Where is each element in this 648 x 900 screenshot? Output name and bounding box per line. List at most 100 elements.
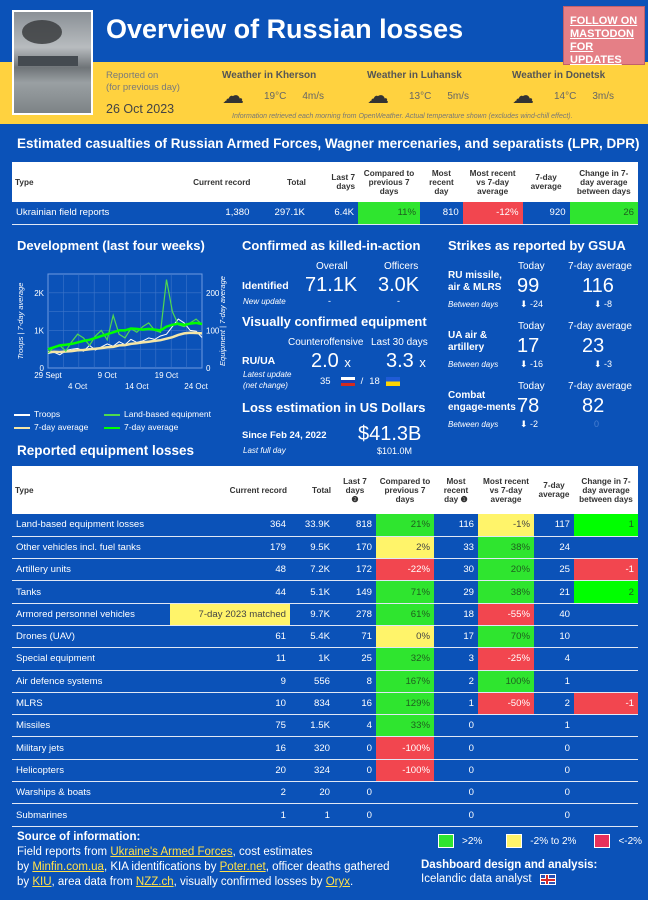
col-7avg: 7-day average bbox=[530, 173, 562, 191]
cell: -100% bbox=[376, 736, 434, 760]
weather-wind: 4m/s bbox=[302, 90, 325, 102]
cell: 2 bbox=[534, 692, 574, 716]
cell: 33.9K bbox=[290, 514, 334, 537]
iceland-flag-icon bbox=[539, 873, 556, 885]
cell: -1 bbox=[574, 558, 638, 582]
cell bbox=[478, 736, 534, 760]
oryx-link[interactable]: Oryx bbox=[325, 876, 350, 888]
usd-title: Loss estimation in US Dollars bbox=[242, 400, 426, 415]
col-compared: Compared to previous 7 days bbox=[379, 476, 431, 504]
cell: 297.1K bbox=[253, 202, 309, 225]
cell: 20 bbox=[290, 781, 334, 805]
cloud-icon: ☁ bbox=[222, 83, 244, 108]
col-total: Total bbox=[312, 485, 331, 495]
usd-day: $101.0M bbox=[377, 446, 413, 456]
strike-today-hdr: Today bbox=[518, 321, 545, 332]
ratio1-value: 2.0 bbox=[311, 350, 339, 372]
cell: 33% bbox=[376, 714, 434, 738]
strikes-title: Strikes as reported by GSUA bbox=[448, 238, 626, 253]
chart-legend: Troops Land-based equipment 7-day averag… bbox=[14, 408, 234, 434]
table-row: Air defence systems 9 556 8 167% 2 100% 1 bbox=[12, 670, 638, 693]
kia-overall: 71.1K bbox=[305, 274, 358, 296]
design-by: Icelandic data analyst bbox=[421, 873, 556, 885]
col-last7-label: Last 7 days bbox=[343, 476, 367, 495]
kiu-link[interactable]: KIU bbox=[32, 876, 52, 888]
cell bbox=[478, 759, 534, 783]
strike-today: 17 bbox=[517, 335, 540, 357]
col-current: Current record bbox=[229, 485, 287, 495]
row-type: Other vehicles incl. fuel tanks bbox=[12, 536, 170, 560]
poternet-link[interactable]: Poter.net bbox=[219, 861, 266, 873]
weather-band bbox=[0, 62, 648, 124]
strike-today-hdr: Today bbox=[518, 381, 545, 392]
cell: 170 bbox=[334, 536, 376, 560]
weather-temp: 13°C bbox=[409, 90, 432, 102]
src-text: , cost estimates bbox=[232, 846, 313, 858]
cell: 0 bbox=[334, 781, 376, 805]
russia-flag-icon bbox=[340, 377, 355, 386]
page-title: Overview of Russian losses bbox=[106, 14, 464, 44]
cell: 11 bbox=[170, 647, 290, 671]
usd-label: Since Feb 24, 2022 bbox=[242, 430, 327, 441]
cell: -55% bbox=[478, 603, 534, 626]
strike-avg: 116 bbox=[582, 275, 614, 297]
armed-forces-link[interactable]: Ukraine's Armed Forces bbox=[110, 846, 233, 858]
cell: 320 bbox=[290, 736, 334, 760]
weather-kherson: Weather in Kherson ☁ 19°C 4m/s bbox=[222, 70, 352, 107]
follow-mastodon-link[interactable]: FOLLOW ON MASTODON FOR UPDATES bbox=[563, 6, 645, 66]
y-left-label: Troops | 7-day average bbox=[16, 283, 25, 360]
src-text: , visually confirmed losses by bbox=[173, 876, 326, 888]
cell: 556 bbox=[290, 670, 334, 693]
table-row: Submarines 1 1 0 0 0 bbox=[12, 803, 638, 827]
cell bbox=[574, 714, 638, 738]
nzz-link[interactable]: NZZ.ch bbox=[135, 876, 174, 888]
src-text: Field reports from bbox=[17, 846, 111, 858]
legend-troops: Troops bbox=[34, 409, 61, 419]
table-row: Armored personnel vehicles 7-day 2023 mat… bbox=[12, 603, 638, 626]
usd-sub: Last full day bbox=[243, 446, 286, 455]
strike-sub: Between days bbox=[448, 300, 499, 309]
info-icon[interactable]: ❶ bbox=[460, 494, 468, 504]
cell: 5.1K bbox=[290, 580, 334, 604]
report-date: 26 Oct 2023 bbox=[106, 102, 175, 116]
col-recent-vs: Most recent vs 7-day average bbox=[483, 476, 529, 504]
cloud-icon: ☁ bbox=[367, 83, 389, 108]
cell: 2 bbox=[434, 670, 478, 693]
visual-col2: Last 30 days bbox=[371, 337, 428, 348]
cell: 179 bbox=[170, 536, 290, 560]
ratio2-value: 3.3 bbox=[386, 350, 414, 372]
col-recent: Most recent day ❶ bbox=[434, 466, 478, 514]
weather-luhansk: Weather in Luhansk ☁ 13°C 5m/s bbox=[367, 70, 497, 107]
cell: 48 bbox=[170, 558, 290, 582]
cell: 29 bbox=[434, 580, 478, 604]
src-text: , officer deaths gathered bbox=[265, 861, 390, 873]
strike-avg-change: ⬇ -8 bbox=[594, 299, 613, 309]
table-row: Land-based equipment losses 364 33.9K 818 21… bbox=[12, 514, 638, 537]
cell: 61% bbox=[376, 603, 434, 626]
cell: 1 bbox=[434, 692, 478, 716]
visual-title: Visually confirmed equipment bbox=[242, 314, 427, 329]
cell: 1 bbox=[170, 803, 290, 827]
cell bbox=[574, 625, 638, 649]
cell: 0 bbox=[334, 759, 376, 783]
cell: 100% bbox=[478, 670, 534, 693]
info-icon[interactable]: ❷ bbox=[351, 494, 359, 504]
cell: 0 bbox=[534, 759, 574, 783]
cell: 364 bbox=[170, 514, 290, 537]
cell: 0 bbox=[434, 736, 478, 760]
cell: 25 bbox=[334, 647, 376, 671]
x-tick: 19 Oct bbox=[155, 371, 179, 380]
minfin-link[interactable]: Minfin.com.ua bbox=[32, 861, 104, 873]
slash: / bbox=[360, 376, 364, 387]
strike-today-hdr: Today bbox=[518, 261, 545, 272]
table-row: Missiles 75 1.5K 4 33% 0 1 bbox=[12, 714, 638, 738]
src-text: by bbox=[17, 876, 33, 888]
cell bbox=[376, 803, 434, 827]
row-type: Submarines bbox=[12, 803, 170, 827]
strike-avg-hdr: 7-day average bbox=[568, 261, 632, 272]
x-tick: 29 Sept bbox=[34, 371, 62, 380]
kia-officers-change: - bbox=[397, 296, 400, 306]
cell: 6.4K bbox=[308, 202, 359, 225]
cell: 1.5K bbox=[290, 714, 334, 738]
weather-wind: 3m/s bbox=[592, 90, 615, 102]
